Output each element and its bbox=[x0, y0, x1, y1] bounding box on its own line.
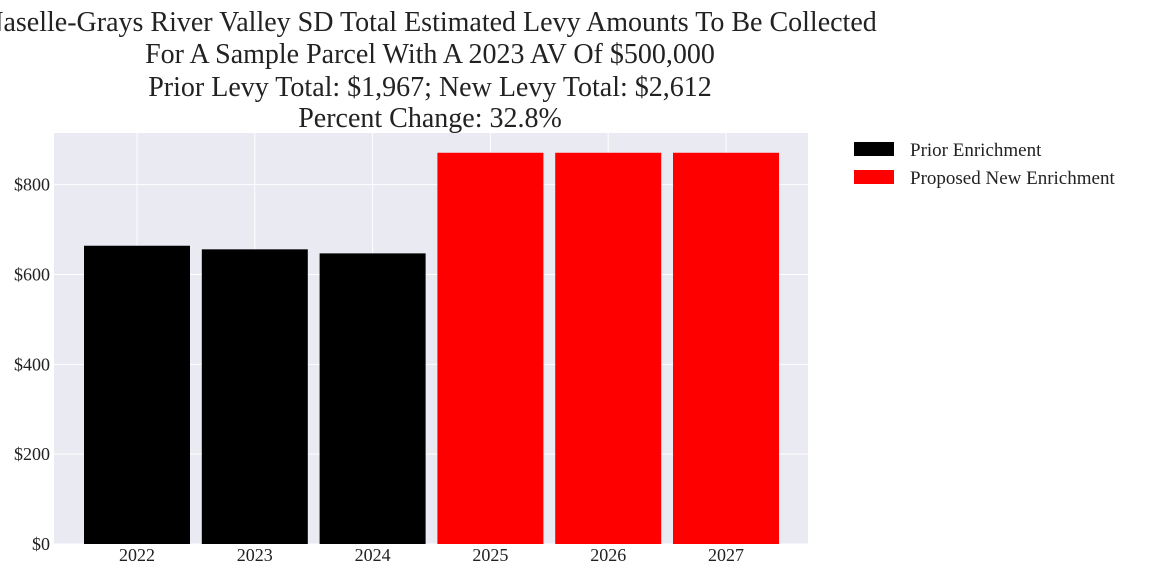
bar-2027 bbox=[673, 152, 779, 545]
x-tick-label: 2022 bbox=[119, 545, 155, 565]
title-line-3: Prior Levy Total: $1,967; New Levy Total… bbox=[148, 72, 712, 103]
y-tick-label: $200 bbox=[14, 444, 50, 464]
legend-swatch-proposed-new-enrichment bbox=[854, 170, 894, 184]
y-tick-label: $400 bbox=[14, 354, 50, 374]
bar-group bbox=[84, 152, 779, 545]
chart-title: Naselle-Grays River Valley SD Total Esti… bbox=[0, 7, 877, 134]
title-line-4: Percent Change: 32.8% bbox=[298, 103, 562, 134]
legend-label-prior-enrichment: Prior Enrichment bbox=[910, 140, 1042, 161]
legend-label-proposed-new-enrichment: Proposed New Enrichment bbox=[910, 168, 1115, 189]
y-axis-tick-labels: $0 $200 $400 $600 $800 bbox=[14, 175, 50, 554]
x-tick-label: 2027 bbox=[708, 545, 744, 565]
bar-2023 bbox=[201, 249, 308, 544]
y-tick-label: $800 bbox=[14, 175, 50, 195]
legend: Prior Enrichment Proposed New Enrichment bbox=[854, 140, 1115, 189]
x-tick-label: 2025 bbox=[472, 545, 508, 565]
bar-2024 bbox=[319, 253, 426, 545]
title-line-1: Naselle-Grays River Valley SD Total Esti… bbox=[0, 7, 877, 38]
bar-2025 bbox=[437, 152, 544, 545]
x-axis-tick-labels: 2022 2023 2024 2025 2026 2027 bbox=[119, 545, 744, 565]
x-tick-label: 2026 bbox=[590, 545, 626, 565]
legend-swatch-prior-enrichment bbox=[854, 142, 894, 156]
title-line-2: For A Sample Parcel With A 2023 AV Of $5… bbox=[145, 39, 715, 70]
x-tick-label: 2023 bbox=[237, 545, 273, 565]
y-tick-label: $0 bbox=[32, 534, 50, 554]
bar-2026 bbox=[555, 152, 662, 545]
y-tick-label: $600 bbox=[14, 264, 50, 284]
bar-2022 bbox=[84, 245, 190, 544]
x-tick-label: 2024 bbox=[355, 545, 391, 565]
